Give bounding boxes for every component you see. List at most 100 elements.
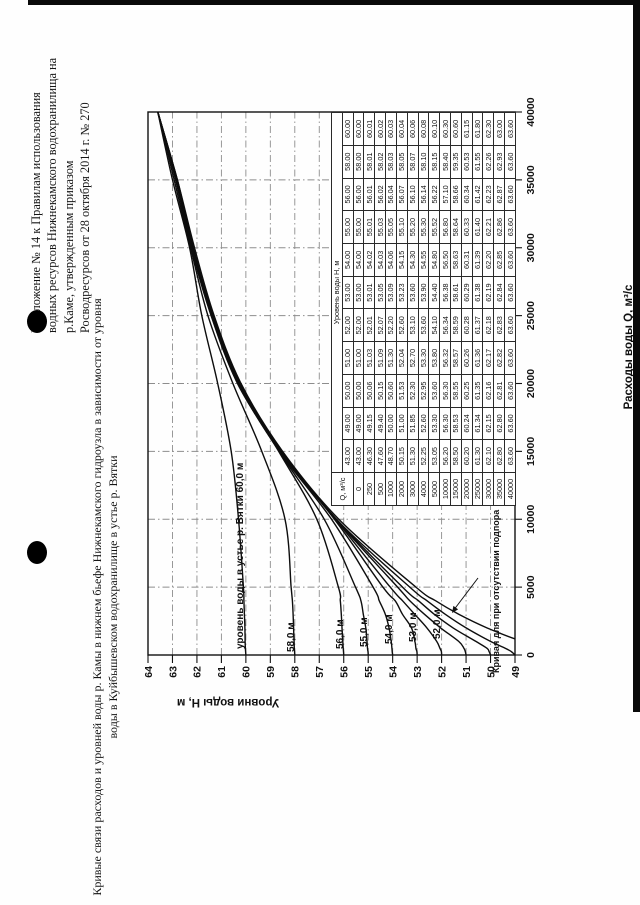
table-cell-q: 10000 xyxy=(439,472,451,506)
table-cell-level: 63.60 xyxy=(504,276,516,309)
table-cell-level: 43.00 xyxy=(353,439,364,473)
y-tick-label: 55 xyxy=(363,666,375,678)
data-table: Q, м³/с Уровень воды H, м 43.00 49.00 50.00 5… xyxy=(331,112,516,506)
y-axis-label: Уровни воды H, м xyxy=(177,696,279,708)
table-cell-level: 60.26 xyxy=(461,341,473,375)
table-cell-level: 53.05 xyxy=(428,439,440,473)
table-cell-level: 62.85 xyxy=(493,243,505,277)
y-tick-label: 57 xyxy=(314,666,326,678)
table-cell-level: 54.30 xyxy=(407,243,418,277)
table-cell-level: 61.42 xyxy=(472,178,483,211)
table-cell-level: 62.18 xyxy=(482,308,494,342)
table-cell-level: 62.82 xyxy=(493,341,505,375)
table-cell-level: 56.30 xyxy=(439,374,451,408)
table-cell-level: 61.37 xyxy=(472,308,483,342)
curve-label-58.00: 58,0 м xyxy=(286,622,297,652)
table-cell-level: 52.70 xyxy=(407,341,418,375)
table-cell-level: 62.30 xyxy=(482,112,494,146)
table-column-header: 55.00 xyxy=(342,210,354,244)
table-cell-level: 58.05 xyxy=(396,145,408,179)
table-cell-level: 53.00 xyxy=(353,276,364,309)
table-cell-level: 52.04 xyxy=(396,341,408,375)
table-cell-level: 56.22 xyxy=(428,178,440,211)
table-cell-level: 63.00 xyxy=(493,112,505,146)
y-tick-label: 60 xyxy=(241,666,253,678)
y-tick-label: 58 xyxy=(290,666,302,678)
table-cell-level: 63.60 xyxy=(504,407,516,440)
table-cell-level: 50.15 xyxy=(396,439,408,473)
table-cell-level: 60.01 xyxy=(363,112,375,146)
table-cell-level: 53.80 xyxy=(428,341,440,375)
table-cell-level: 54.40 xyxy=(428,276,440,309)
table-column-header: 60.00 xyxy=(342,112,354,146)
table-cell-level: 56.07 xyxy=(396,178,408,211)
table-cell-level: 61.15 xyxy=(461,112,473,146)
table-cell-level: 56.04 xyxy=(385,178,397,211)
table-cell-level: 52.60 xyxy=(396,308,408,342)
table-cell-level: 54.55 xyxy=(418,243,429,277)
table-cell-q: 40000 xyxy=(504,472,516,506)
table-row: 25000 61.30 61.34 61.35 61.36 61.37 61.38 61.39… xyxy=(472,112,483,506)
table-cell-level: 63.60 xyxy=(504,210,516,244)
table-cell-level: 60.53 xyxy=(461,145,473,179)
table-row: 10000 56.20 56.30 56.30 56.32 56.34 56.38 56.50… xyxy=(439,112,451,506)
table-cell-level: 54.00 xyxy=(353,243,364,277)
table-row: 40000 63.60 63.60 63.60 63.60 63.60 63.60 63.60… xyxy=(504,112,516,506)
table-cell-level: 56.00 xyxy=(353,178,364,211)
table-cell-level: 62.17 xyxy=(482,341,494,375)
table-cell-level: 56.01 xyxy=(363,178,375,211)
table-cell-level: 56.02 xyxy=(374,178,386,211)
y-tick-label: 53 xyxy=(412,666,424,678)
scan-edge-right-shadow xyxy=(633,0,640,712)
x-tick-label: 25000 xyxy=(525,301,537,330)
free-flow-curve-label: Кривая для при отсутствии подпора xyxy=(491,509,501,673)
table-header-q: Q, м³/с xyxy=(331,472,354,506)
table-cell-level: 63.60 xyxy=(504,308,516,342)
table-cell-q: 5000 xyxy=(428,472,440,506)
table-cell-level: 62.80 xyxy=(493,407,505,440)
table-cell-level: 53.05 xyxy=(374,276,386,309)
rating-curve-56.00 xyxy=(157,112,345,655)
table-cell-level: 58.53 xyxy=(450,407,462,440)
table-cell-level: 51.30 xyxy=(385,341,397,375)
table-cell-level: 56.30 xyxy=(439,407,451,440)
table-cell-level: 61.35 xyxy=(472,374,483,408)
x-tick-label: 5000 xyxy=(525,575,537,599)
table-cell-level: 62.21 xyxy=(482,210,494,244)
table-cell-level: 60.08 xyxy=(418,112,429,146)
table-cell-level: 52.07 xyxy=(374,308,386,342)
table-cell-level: 60.60 xyxy=(450,112,462,146)
annotation-arrow xyxy=(452,577,479,612)
rating-curve-58.00 xyxy=(157,112,296,655)
table-cell-level: 63.60 xyxy=(504,243,516,277)
y-tick-label: 50 xyxy=(485,666,497,678)
table-cell-q: 0 xyxy=(353,472,364,506)
table-cell-level: 54.80 xyxy=(428,243,440,277)
table-cell-q: 30000 xyxy=(482,472,494,506)
table-cell-level: 61.38 xyxy=(472,276,483,309)
curve-label-52.00: 52,0 м xyxy=(432,609,443,639)
table-cell-level: 56.32 xyxy=(439,341,451,375)
table-cell-q: 3000 xyxy=(407,472,418,506)
table-cell-level: 52.30 xyxy=(407,374,418,408)
rating-curve-60.00 xyxy=(157,112,247,655)
x-tick-label: 10000 xyxy=(525,504,537,533)
table-cell-level: 58.03 xyxy=(385,145,397,179)
table-cell-level: 52.95 xyxy=(418,374,429,408)
table-cell-q: 2000 xyxy=(396,472,408,506)
table-cell-level: 60.31 xyxy=(461,243,473,277)
table-column-header: 56.00 xyxy=(342,178,354,211)
table-cell-level: 56.38 xyxy=(439,276,451,309)
table-cell-level: 54.15 xyxy=(396,243,408,277)
y-tick-label: 59 xyxy=(265,666,277,678)
curve-label-56.00: 56,0 м xyxy=(335,619,346,649)
table-cell-level: 63.60 xyxy=(504,112,516,146)
table-cell-level: 52.20 xyxy=(385,308,397,342)
table-cell-q: 25000 xyxy=(472,472,483,506)
table-cell-level: 50.00 xyxy=(385,407,397,440)
table-cell-level: 60.06 xyxy=(407,112,418,146)
y-tick-label: 61 xyxy=(216,666,228,678)
table-cell-level: 58.07 xyxy=(407,145,418,179)
table-cell-level: 54.06 xyxy=(385,243,397,277)
table-cell-level: 59.35 xyxy=(450,145,462,179)
